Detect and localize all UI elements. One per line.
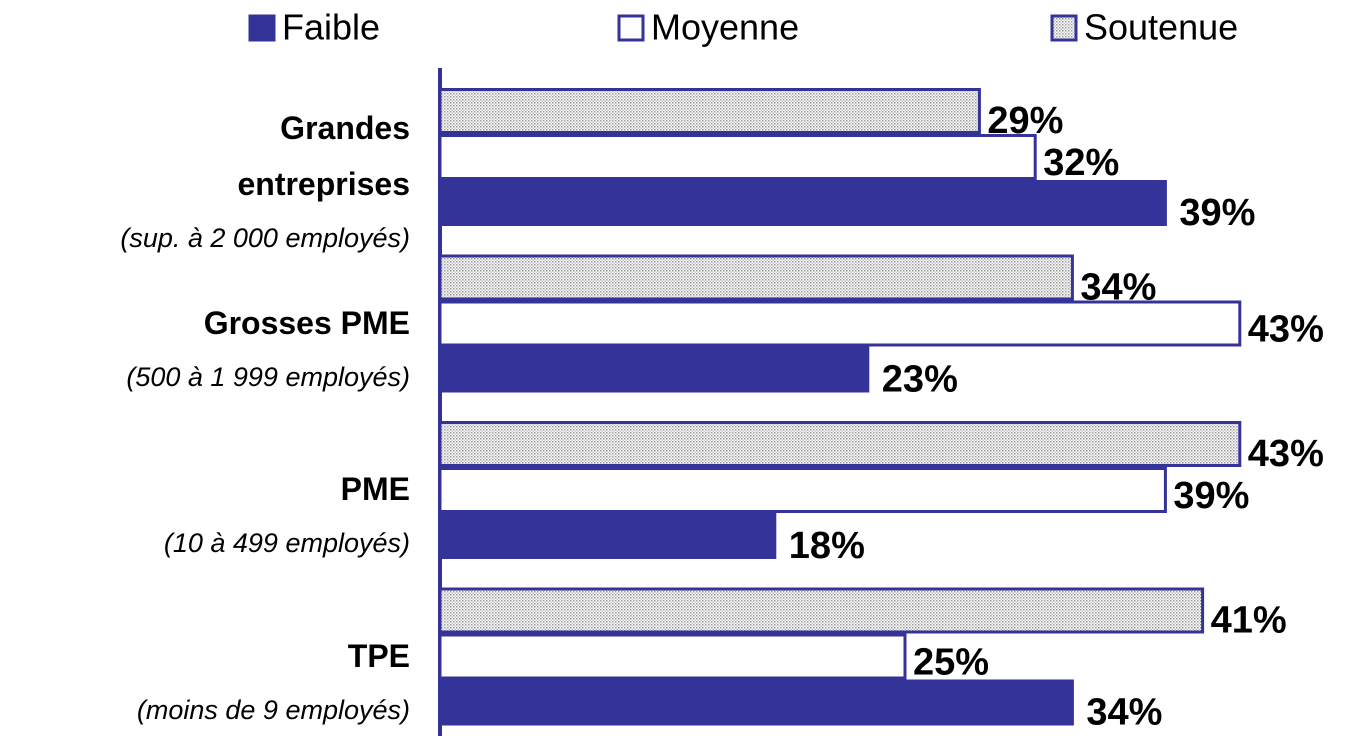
bar: [438, 180, 1167, 226]
category-label: Grandes entreprises (sup. à 2 000 employé…: [120, 100, 410, 264]
value-label: 39%: [1173, 475, 1249, 517]
bar: [438, 587, 1205, 634]
category-note: (sup. à 2 000 employés): [120, 223, 410, 253]
value-label: 18%: [789, 525, 865, 567]
value-label: 39%: [1179, 192, 1255, 234]
category-label: TPE (moins de 9 employés): [137, 628, 410, 736]
bar: [438, 679, 1074, 726]
value-label: 43%: [1248, 309, 1324, 351]
legend-label: Soutenue: [1084, 7, 1238, 48]
bar: [438, 346, 870, 393]
value-label: 25%: [913, 642, 989, 684]
value-label: 34%: [1080, 267, 1156, 309]
value-label: 29%: [987, 100, 1063, 142]
category-name: Grosses PME: [203, 304, 410, 341]
value-label: 23%: [882, 359, 958, 401]
category-label: PME (10 à 499 employés): [164, 461, 410, 569]
bar: [438, 134, 1037, 180]
value-label: 32%: [1043, 142, 1119, 184]
value-label: 34%: [1086, 692, 1162, 734]
category-note: (10 à 499 employés): [163, 528, 410, 558]
value-label: 41%: [1211, 600, 1287, 642]
legend-swatch: [617, 14, 645, 42]
legend-swatch: [1050, 14, 1078, 42]
category-label: Grosses PME (500 à 1 999 employés): [126, 295, 410, 403]
category-name: PME: [340, 471, 410, 507]
legend-swatch: [248, 14, 276, 42]
bar: [438, 421, 1242, 467]
bar: [438, 467, 1167, 513]
category-name: TPE: [347, 637, 410, 674]
bar: [438, 513, 777, 559]
bar: [438, 254, 1074, 301]
bar: [438, 300, 1242, 347]
legend-label: Faible: [282, 7, 380, 48]
value-label: 43%: [1248, 433, 1324, 475]
bar: [438, 633, 907, 680]
category-name: Grandes entreprises: [237, 110, 410, 202]
bar: [438, 88, 981, 134]
legend-label: Moyenne: [651, 7, 799, 48]
category-note: (500 à 1 999 employés): [126, 361, 410, 392]
category-note: (moins de 9 employés): [136, 694, 410, 725]
